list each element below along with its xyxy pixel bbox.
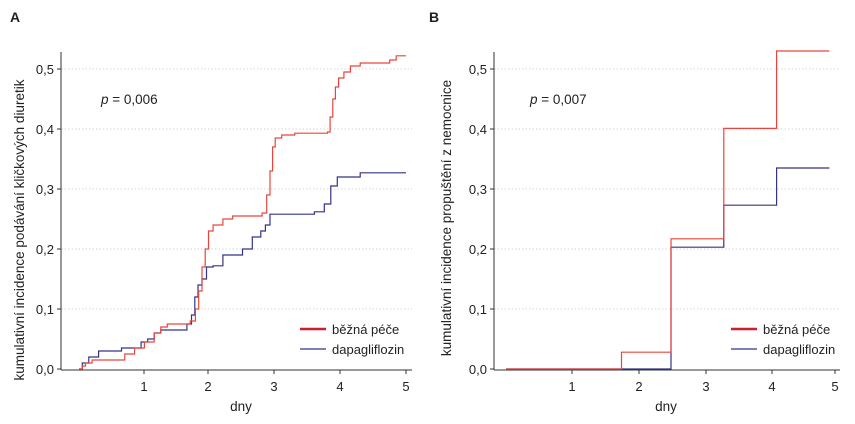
panel-a-x-tick-label: 4 xyxy=(336,379,343,394)
panel-a-y-tick-label: 0,2 xyxy=(36,242,54,257)
panel-a-y-tick-label: 0,4 xyxy=(36,122,54,137)
panel-a-y-tick-label: 0,1 xyxy=(36,302,54,317)
panel-a-legend: běžná péče dapagliflozin xyxy=(300,322,404,357)
panel-b-series-bezna-pece-line xyxy=(506,50,830,370)
panel-b-legend: běžná péče dapagliflozin xyxy=(731,322,835,357)
panel-a-grid xyxy=(61,68,412,310)
panel-a-x-tick-label: 3 xyxy=(270,379,277,394)
panel-b-y-ticks xyxy=(490,68,494,370)
panel-a-label: A xyxy=(10,9,20,25)
panel-b-plot: 0,0 0,1 0,2 0,3 0,4 0,5 1 2 3 4 5 xyxy=(469,50,840,394)
panel-b-x-tick-label: 5 xyxy=(831,379,838,394)
panel-a-legend-label-dapagliflozin: dapagliflozin xyxy=(332,342,404,357)
panel-b-legend-label-dapagliflozin: dapagliflozin xyxy=(763,342,835,357)
panel-a-p-symbol: p xyxy=(100,92,109,107)
panel-a-y-tick-label: 0,0 xyxy=(36,362,54,377)
panel-a-x-tick-labels: 1 2 3 4 5 xyxy=(140,379,409,394)
panel-a-y-tick-label: 0,5 xyxy=(36,62,54,77)
panel-b-x-tick-label: 3 xyxy=(702,379,709,394)
panel-a-x-ticks xyxy=(143,370,407,374)
panel-a-y-tick-labels: 0,0 0,1 0,2 0,3 0,4 0,5 xyxy=(36,62,54,377)
panel-b-y-axis-title: kumulativní incidence propuštění z nemoc… xyxy=(439,80,454,356)
panel-b-y-tick-label: 0,1 xyxy=(469,302,487,317)
panel-b: B kumulativní incidence propuštění z nem… xyxy=(429,9,840,414)
panel-b-x-tick-label: 1 xyxy=(568,379,575,394)
panel-b-x-axis-title: dny xyxy=(655,399,677,414)
panel-a-x-tick-label: 2 xyxy=(204,379,211,394)
panel-b-x-tick-label: 2 xyxy=(635,379,642,394)
panel-a-x-axis-title: dny xyxy=(230,399,252,414)
panel-a-x-tick-label: 1 xyxy=(140,379,147,394)
panel-a-y-ticks xyxy=(57,68,61,370)
panel-a: A kumulativní incidence podávání kličkov… xyxy=(10,9,412,414)
panel-a-p-text: = 0,006 xyxy=(109,92,158,107)
panel-b-y-tick-label: 0,0 xyxy=(469,362,487,377)
panel-b-x-tick-labels: 1 2 3 4 5 xyxy=(568,379,838,394)
panel-b-y-tick-labels: 0,0 0,1 0,2 0,3 0,4 0,5 xyxy=(469,62,487,377)
panel-a-series-bezna-pece-line xyxy=(79,55,406,370)
panel-b-grid xyxy=(494,68,840,310)
panel-b-y-tick-label: 0,4 xyxy=(469,122,487,137)
panel-a-y-tick-label: 0,3 xyxy=(36,182,54,197)
panel-b-y-tick-label: 0,3 xyxy=(469,182,487,197)
panel-b-label: B xyxy=(429,9,439,25)
panel-a-legend-label-bezna-pece: běžná péče xyxy=(332,322,399,337)
panel-b-x-ticks xyxy=(571,370,836,374)
panel-b-p-text: = 0,007 xyxy=(538,92,587,107)
panel-b-p-symbol: p xyxy=(529,92,538,107)
panel-b-p-value: p = 0,007 xyxy=(529,92,587,107)
panel-a-y-axis-title: kumulativní incidence podávání kličkovýc… xyxy=(12,79,27,380)
panel-a-p-value: p = 0,006 xyxy=(100,92,158,107)
panel-b-legend-label-bezna-pece: běžná péče xyxy=(763,322,830,337)
panel-b-y-tick-label: 0,5 xyxy=(469,62,487,77)
panel-b-y-tick-label: 0,2 xyxy=(469,242,487,257)
panel-a-series-dapagliflozin-line xyxy=(79,172,406,370)
panel-b-x-tick-label: 4 xyxy=(768,379,775,394)
panel-a-x-tick-label: 5 xyxy=(402,379,409,394)
panel-b-series-dapagliflozin-line xyxy=(506,167,830,370)
panel-a-plot: 0,0 0,1 0,2 0,3 0,4 0,5 1 2 3 4 5 xyxy=(36,52,412,394)
